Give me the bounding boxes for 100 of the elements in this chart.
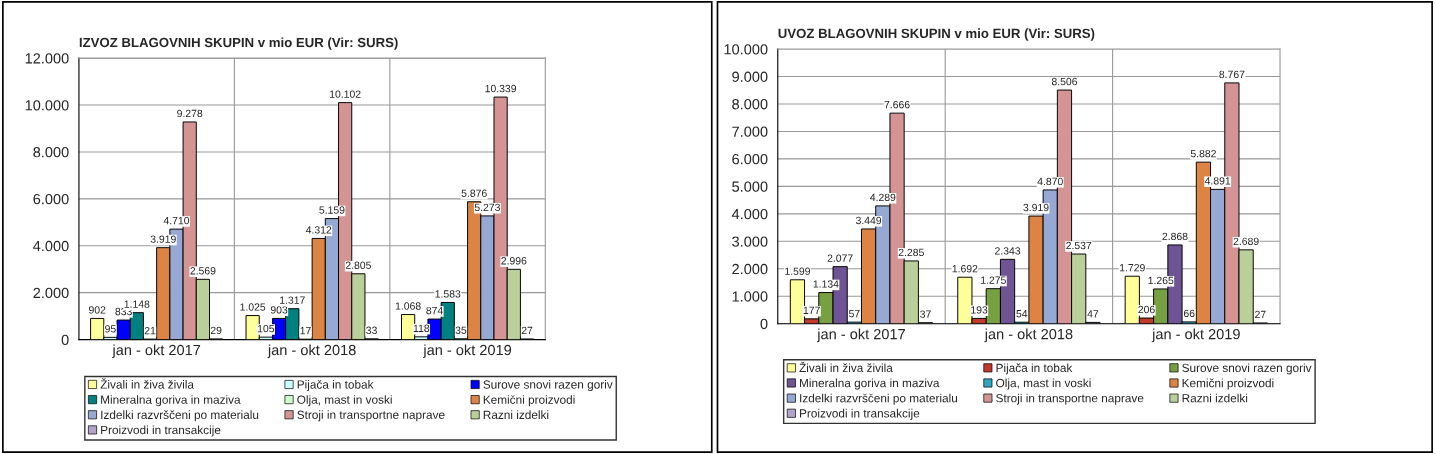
y-tick-label: 2.000 — [732, 263, 768, 275]
data-label: 95 — [105, 325, 116, 333]
data-label: 17 — [300, 327, 311, 335]
y-tick-label: 12.000 — [25, 53, 69, 64]
legend-label: Proizvodi in transakcije — [101, 425, 221, 437]
y-tick-label: 5.000 — [732, 181, 768, 192]
data-label: 105 — [257, 324, 275, 333]
data-label: 27 — [1255, 310, 1266, 319]
data-label: 66 — [1183, 309, 1195, 318]
x-tick-label: jan - okt 2019 — [1151, 328, 1240, 343]
legend-label: Izdelki razvrščeni po materialu — [101, 410, 259, 422]
legend-label: Mineralna goriva in maziva — [101, 395, 241, 407]
data-label: 10.102 — [330, 90, 361, 98]
y-tick-label: 0 — [61, 334, 69, 346]
y-tick-label: 9.000 — [732, 71, 768, 82]
legend-label: Pijača in tobak — [297, 380, 374, 392]
legend-label: Živali in živa živila — [799, 361, 893, 373]
data-label: 2.805 — [345, 261, 371, 269]
data-label: 177 — [803, 306, 820, 314]
data-label: 3.449 — [855, 216, 882, 225]
y-tick-label: 6.000 — [732, 154, 768, 165]
data-label: 4.870 — [1037, 177, 1063, 186]
data-label: 2.285 — [898, 248, 924, 257]
data-label: 1.317 — [280, 296, 305, 304]
data-label: 1.068 — [395, 302, 421, 310]
y-tick-label: 2.000 — [33, 287, 69, 299]
x-tick-label: jan - okt 2019 — [423, 344, 512, 359]
data-label: 5.159 — [319, 206, 345, 214]
legend-label: Živali in živa živila — [100, 378, 194, 389]
data-label: 1.148 — [124, 300, 150, 308]
y-tick-label: 4.000 — [731, 208, 768, 220]
data-label: 29 — [210, 326, 222, 335]
data-label: 1.692 — [952, 265, 978, 273]
data-label: 2.343 — [995, 247, 1021, 255]
data-label: 57 — [848, 310, 860, 318]
data-label: 2.868 — [1162, 232, 1188, 241]
legend-label: Izdelki razvrščeni po materialu — [800, 393, 958, 405]
data-label: 35 — [455, 326, 467, 334]
data-label: 10.339 — [485, 84, 517, 93]
legend-label: Olja, mast in voski — [297, 395, 392, 407]
data-label: 5.882 — [1190, 149, 1216, 158]
data-label: 4.312 — [305, 226, 332, 234]
legend-label: Olja, mast in voski — [996, 378, 1091, 390]
data-label: 2.996 — [501, 257, 527, 265]
data-label: 1.025 — [240, 303, 266, 311]
data-label: 193 — [971, 306, 988, 314]
y-tick-label: 3.000 — [732, 236, 768, 247]
data-label: 1.599 — [785, 267, 810, 275]
data-label: 206 — [1138, 305, 1155, 314]
data-label: 4.710 — [163, 216, 190, 225]
data-label: 2.537 — [1066, 241, 1092, 250]
legend-label: Surove snovi razen goriv — [483, 380, 613, 392]
data-label: 1.583 — [435, 290, 461, 298]
data-label: 3.919 — [1023, 203, 1049, 212]
data-label: 1.134 — [813, 280, 839, 288]
chart-title: UVOZ BLAGOVNIH SKUPIN v mio EUR (Vir: SURS) — [778, 28, 1095, 41]
data-label: 47 — [1087, 310, 1099, 318]
y-tick-label: 6.000 — [33, 193, 69, 205]
x-tick-label: jan - okt 2018 — [267, 344, 356, 359]
data-label: 5.876 — [461, 189, 487, 197]
data-label: 8.767 — [1219, 70, 1245, 79]
data-label: 3.919 — [150, 235, 176, 243]
y-tick-label: 4.000 — [33, 240, 69, 252]
legend-label: Surove snovi razen goriv — [1182, 363, 1312, 375]
data-label: 5.273 — [474, 203, 500, 212]
data-label: 2.077 — [827, 254, 853, 262]
data-label: 2.569 — [190, 267, 216, 275]
y-tick-label: 10.000 — [25, 100, 69, 111]
data-label: 1.729 — [1120, 264, 1145, 272]
data-label: 33 — [366, 326, 377, 334]
data-label: 874 — [426, 306, 443, 315]
legend-label: Razni izdelki — [483, 410, 549, 420]
data-label: 37 — [920, 310, 931, 318]
legend-label: Stroji in transportne naprave — [297, 410, 445, 422]
data-label: 54 — [1016, 310, 1028, 318]
y-tick-label: 8.000 — [732, 99, 768, 110]
data-label: 8.506 — [1051, 77, 1078, 86]
legend-label: Razni izdelki — [1182, 393, 1248, 403]
data-label: 7.666 — [884, 100, 910, 109]
legend-label: Kemični proizvodi — [483, 395, 575, 407]
data-label: 4.891 — [1204, 177, 1231, 185]
data-label: 9.278 — [177, 109, 203, 118]
x-tick-label: jan - okt 2018 — [984, 328, 1073, 343]
legend-label: Kemični proizvodi — [1182, 378, 1274, 390]
data-label: 1.275 — [981, 276, 1006, 284]
data-label: 27 — [521, 326, 533, 335]
data-label: 902 — [88, 306, 106, 314]
data-label: 2.689 — [1233, 237, 1259, 246]
chart-title: IZVOZ BLAGOVNIH SKUPIN v mio EUR (Vir: SURS) — [79, 37, 398, 50]
data-label: 903 — [270, 306, 288, 314]
legend-label: Pijača in tobak — [996, 363, 1073, 375]
y-tick-label: 10.000 — [724, 44, 768, 55]
x-tick-label: jan - okt 2017 — [816, 328, 905, 343]
legend-label: Proizvodi in transakcije — [799, 408, 920, 420]
data-label: 21 — [144, 326, 156, 335]
legend-label: Stroji in transportne naprave — [996, 393, 1144, 405]
y-tick-label: 0 — [760, 318, 768, 330]
legend-label: Mineralna goriva in maziva — [799, 378, 940, 390]
data-label: 4.289 — [870, 193, 896, 202]
data-label: 118 — [413, 324, 430, 332]
